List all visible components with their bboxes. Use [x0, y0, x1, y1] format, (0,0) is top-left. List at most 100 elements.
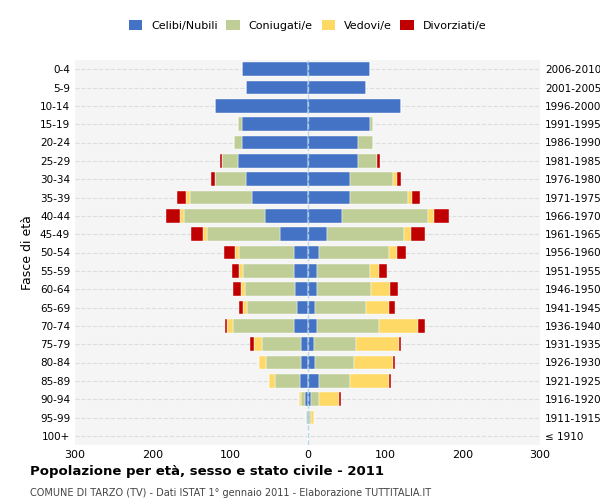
Bar — [354, 356, 393, 370]
Y-axis label: Fasce di età: Fasce di età — [22, 215, 34, 290]
Bar — [308, 392, 311, 406]
Bar — [234, 136, 242, 149]
Bar — [308, 338, 314, 351]
Bar — [252, 190, 308, 204]
Bar — [232, 264, 239, 278]
Bar — [215, 172, 245, 186]
Bar — [233, 282, 241, 296]
Text: COMUNE DI TARZO (TV) - Dati ISTAT 1° gennaio 2011 - Elaborazione TUTTITALIA.IT: COMUNE DI TARZO (TV) - Dati ISTAT 1° gen… — [30, 488, 431, 498]
Bar — [227, 319, 233, 332]
Bar — [327, 228, 404, 241]
Bar — [308, 209, 343, 222]
Bar — [370, 264, 379, 278]
Bar — [377, 154, 380, 168]
Bar — [308, 246, 319, 260]
Bar — [393, 356, 395, 370]
Bar — [308, 410, 309, 424]
Bar — [186, 190, 190, 204]
Legend: Celibi/Nubili, Coniugati/e, Vedovi/e, Divorziati/e: Celibi/Nubili, Coniugati/e, Vedovi/e, Di… — [124, 16, 491, 35]
Bar — [315, 300, 365, 314]
Bar — [350, 190, 408, 204]
Bar — [397, 172, 401, 186]
Bar — [179, 209, 184, 222]
Bar — [365, 300, 389, 314]
Bar — [215, 99, 308, 112]
Bar — [262, 338, 301, 351]
Bar — [370, 118, 373, 131]
Bar — [315, 356, 354, 370]
Bar — [184, 209, 265, 222]
Bar — [239, 264, 243, 278]
Bar — [308, 190, 350, 204]
Bar — [389, 246, 397, 260]
Bar — [295, 282, 308, 296]
Bar — [300, 374, 308, 388]
Bar — [245, 282, 295, 296]
Bar — [308, 172, 350, 186]
Bar — [350, 374, 389, 388]
Bar — [379, 319, 418, 332]
Bar — [191, 228, 203, 241]
Bar — [301, 392, 305, 406]
Bar — [241, 282, 245, 296]
Bar — [308, 374, 319, 388]
Bar — [250, 338, 254, 351]
Bar — [301, 338, 308, 351]
Bar — [238, 118, 242, 131]
Bar — [319, 392, 338, 406]
Bar — [242, 118, 308, 131]
Bar — [306, 410, 307, 424]
Bar — [307, 410, 308, 424]
Bar — [265, 209, 308, 222]
Bar — [254, 338, 262, 351]
Bar — [412, 190, 420, 204]
Bar — [308, 300, 315, 314]
Bar — [243, 300, 247, 314]
Bar — [266, 356, 301, 370]
Bar — [235, 246, 239, 260]
Bar — [239, 246, 293, 260]
Bar — [245, 172, 308, 186]
Bar — [317, 319, 379, 332]
Bar — [224, 319, 227, 332]
Bar — [224, 246, 235, 260]
Bar — [308, 319, 317, 332]
Bar — [343, 209, 428, 222]
Bar — [319, 246, 389, 260]
Text: Popolazione per età, sesso e stato civile - 2011: Popolazione per età, sesso e stato civil… — [30, 465, 384, 478]
Bar — [239, 300, 243, 314]
Bar — [397, 246, 406, 260]
Bar — [314, 338, 356, 351]
Bar — [404, 228, 410, 241]
Bar — [317, 282, 371, 296]
Bar — [269, 374, 275, 388]
Bar — [242, 62, 308, 76]
Bar — [308, 118, 370, 131]
Bar — [308, 356, 315, 370]
Bar — [319, 374, 350, 388]
Bar — [308, 136, 358, 149]
Bar — [309, 410, 311, 424]
Bar — [299, 392, 301, 406]
Bar — [358, 154, 377, 168]
Bar — [233, 319, 293, 332]
Bar — [308, 99, 401, 112]
Bar — [389, 374, 391, 388]
Bar — [259, 356, 266, 370]
Bar — [243, 264, 293, 278]
Bar — [356, 338, 399, 351]
Bar — [358, 136, 373, 149]
Bar — [308, 62, 370, 76]
Bar — [222, 154, 238, 168]
Bar — [207, 228, 280, 241]
Bar — [293, 264, 308, 278]
Bar — [238, 154, 308, 168]
Bar — [311, 410, 314, 424]
Bar — [308, 228, 327, 241]
Bar — [311, 392, 319, 406]
Bar — [379, 264, 386, 278]
Bar — [293, 246, 308, 260]
Bar — [399, 338, 401, 351]
Bar — [317, 264, 370, 278]
Bar — [220, 154, 222, 168]
